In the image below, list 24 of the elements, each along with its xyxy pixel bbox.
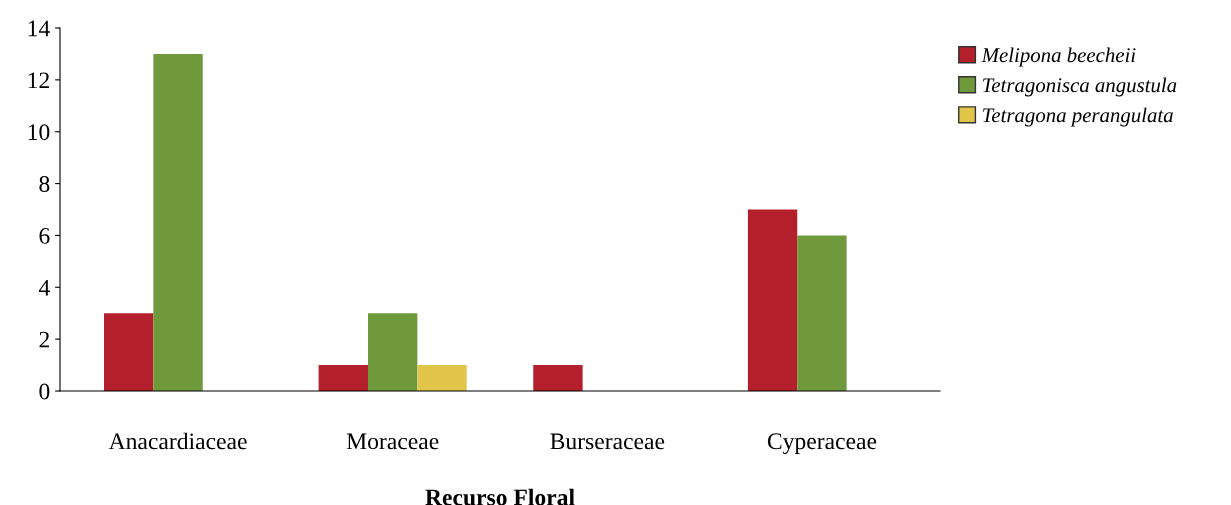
y-tick-label: 4: [38, 279, 50, 296]
y-tick-label: 8: [39, 176, 50, 192]
bar: [153, 53, 203, 391]
bar: [318, 365, 368, 391]
bar: [747, 209, 798, 391]
x-tick-label: Cyperaceae: [767, 433, 877, 455]
y-tick-label: 10: [28, 124, 50, 141]
legend-label: Tetragonisca angustula: [983, 77, 1177, 97]
x-tick-label: Moraceae: [346, 433, 439, 450]
bar: [797, 235, 847, 391]
x-tick-label: Burseraceae: [550, 433, 665, 450]
bar: [104, 313, 154, 391]
bar: [368, 313, 418, 391]
x-axis-title: Recurso Floral: [425, 488, 575, 505]
y-tick-label: 14: [28, 20, 50, 37]
y-tick-label: 2: [39, 331, 49, 348]
legend-label: Melipona beecheii: [981, 47, 1136, 67]
y-tick-label: 12: [28, 72, 49, 89]
bar: [533, 365, 583, 391]
x-tick-label: Anacardiaceae: [108, 432, 247, 450]
y-tick-label: 6: [39, 227, 50, 244]
legend-label: Tetragona perangulata: [983, 107, 1173, 127]
bar: [417, 365, 467, 391]
y-tick-label: 0: [39, 383, 50, 400]
